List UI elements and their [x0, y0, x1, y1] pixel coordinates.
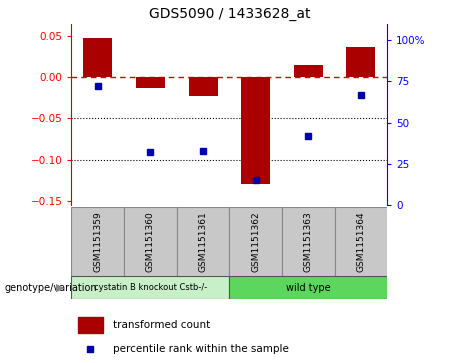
Text: percentile rank within the sample: percentile rank within the sample	[112, 344, 289, 354]
Text: GSM1151363: GSM1151363	[304, 211, 313, 272]
Text: transformed count: transformed count	[112, 321, 210, 330]
Bar	[294, 65, 323, 77]
Text: GSM1151360: GSM1151360	[146, 211, 155, 272]
Text: cystatin B knockout Cstb-/-: cystatin B knockout Cstb-/-	[94, 283, 207, 292]
Bar	[241, 77, 270, 184]
Text: genotype/variation: genotype/variation	[5, 283, 97, 293]
Bar	[229, 207, 282, 276]
Text: GSM1151361: GSM1151361	[199, 211, 207, 272]
Bar	[83, 38, 112, 77]
Text: ▶: ▶	[56, 283, 65, 293]
Bar	[136, 77, 165, 88]
Bar	[177, 207, 229, 276]
Title: GDS5090 / 1433628_at: GDS5090 / 1433628_at	[148, 7, 310, 21]
Bar	[78, 317, 103, 333]
Text: GSM1151364: GSM1151364	[356, 211, 366, 272]
Bar	[124, 207, 177, 276]
Text: wild type: wild type	[286, 283, 331, 293]
Bar	[71, 276, 229, 299]
Bar	[71, 207, 124, 276]
Bar	[282, 207, 335, 276]
Text: GSM1151359: GSM1151359	[93, 211, 102, 272]
Bar	[229, 276, 387, 299]
Bar	[189, 77, 218, 96]
Bar	[347, 47, 375, 77]
Bar	[335, 207, 387, 276]
Text: GSM1151362: GSM1151362	[251, 211, 260, 272]
